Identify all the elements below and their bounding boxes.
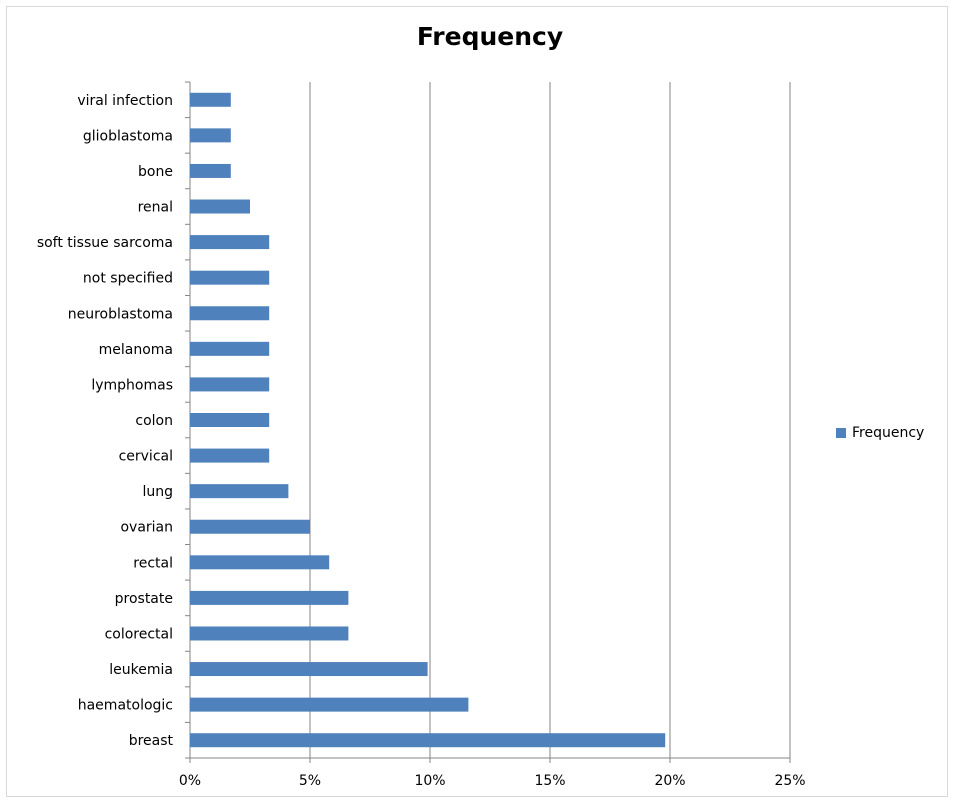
bar xyxy=(190,448,270,463)
bar xyxy=(190,270,270,285)
bar xyxy=(190,341,270,356)
bar xyxy=(190,519,310,534)
category-label: prostate xyxy=(115,591,173,607)
legend: Frequency xyxy=(836,425,924,441)
category-label: soft tissue sarcoma xyxy=(37,235,173,251)
category-label: not specified xyxy=(83,271,173,287)
category-label: lung xyxy=(142,484,173,500)
bar xyxy=(190,484,289,499)
bar xyxy=(190,733,666,748)
x-tick-label: 20% xyxy=(654,773,685,789)
category-label: rectal xyxy=(133,555,173,571)
bar xyxy=(190,306,270,321)
bar xyxy=(190,555,330,570)
bar xyxy=(190,590,349,605)
bar xyxy=(190,199,250,214)
category-label: breast xyxy=(129,733,174,749)
category-label: haematologic xyxy=(78,698,173,714)
x-tick-label: 5% xyxy=(299,773,321,789)
category-label: colorectal xyxy=(105,626,173,642)
category-label: bone xyxy=(138,164,173,180)
bar xyxy=(190,235,270,250)
chart-frame xyxy=(6,6,948,797)
bar xyxy=(190,413,270,427)
bar xyxy=(190,626,349,641)
x-tick-label: 10% xyxy=(414,773,445,789)
x-tick-label: 15% xyxy=(534,773,565,789)
category-label: neuroblastoma xyxy=(68,306,173,322)
category-label: ovarian xyxy=(120,520,173,536)
category-label: renal xyxy=(138,200,173,216)
category-label: glioblastoma xyxy=(83,128,173,144)
category-label: cervical xyxy=(119,449,173,465)
category-label: lymphomas xyxy=(91,377,173,393)
bar xyxy=(190,92,231,107)
x-tick-label: 0% xyxy=(179,773,201,789)
bar xyxy=(190,163,231,178)
bar xyxy=(190,662,428,677)
category-label: leukemia xyxy=(109,662,173,678)
bar xyxy=(190,697,469,712)
bar xyxy=(190,128,231,143)
x-tick-label: 25% xyxy=(774,773,805,789)
category-label: melanoma xyxy=(99,342,173,358)
category-label: colon xyxy=(135,413,173,429)
bar xyxy=(190,377,270,392)
legend-swatch xyxy=(836,428,846,438)
legend-label: Frequency xyxy=(852,425,925,441)
chart-title: Frequency xyxy=(416,22,564,51)
category-label: viral infection xyxy=(77,93,173,109)
